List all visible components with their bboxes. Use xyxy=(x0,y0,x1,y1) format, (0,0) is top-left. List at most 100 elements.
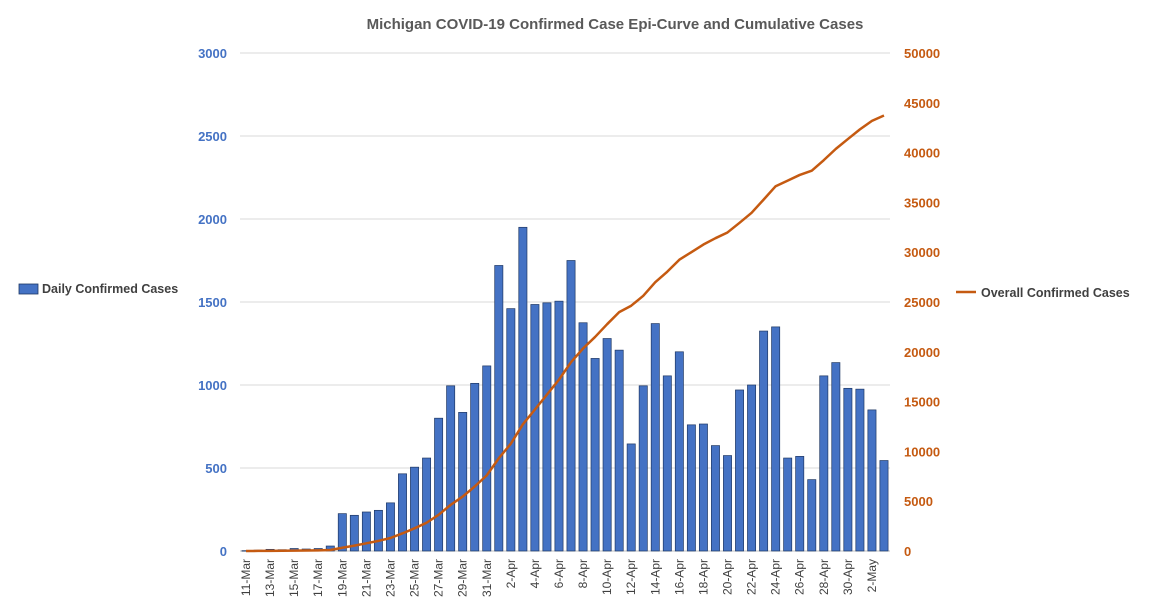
x-tick-label: 26-Apr xyxy=(793,559,807,595)
bar-31-Mar xyxy=(482,365,492,552)
bar-6-Apr xyxy=(554,300,564,552)
bar-30-Mar xyxy=(470,382,480,552)
bar-28-Apr xyxy=(819,375,829,552)
bar-12-Apr xyxy=(626,443,636,552)
y-right-tick-label: 45000 xyxy=(904,96,940,111)
bar-5-Apr xyxy=(542,302,552,552)
bar-26-Mar xyxy=(422,457,432,552)
legend-left: Daily Confirmed Cases xyxy=(18,282,178,296)
bar-23-Mar xyxy=(386,502,395,552)
legend-label-cumulative: Overall Confirmed Cases xyxy=(981,286,1130,300)
x-tick-label: 2-May xyxy=(865,559,879,592)
bar-4-Apr xyxy=(530,304,540,552)
legend-swatch-daily xyxy=(18,283,39,295)
bar-19-Apr xyxy=(711,445,720,552)
x-tick-label: 8-Apr xyxy=(576,559,590,588)
y-left-tick-label: 2500 xyxy=(198,129,227,144)
legend-right: Overall Confirmed Cases xyxy=(956,286,1130,300)
bar-28-Mar xyxy=(446,385,456,552)
x-tick-label: 29-Mar xyxy=(456,559,470,597)
y-right-tick-label: 0 xyxy=(904,544,911,559)
bar-series-daily xyxy=(241,226,889,552)
y-right-tick-label: 15000 xyxy=(904,395,940,410)
x-tick-label: 23-Mar xyxy=(383,559,397,597)
bar-10-Apr xyxy=(602,338,612,552)
bar-14-Apr xyxy=(650,323,660,552)
bar-1-May xyxy=(855,388,865,552)
y-left-tick-label: 1500 xyxy=(198,295,227,310)
bar-21-Mar xyxy=(361,511,371,552)
cumulative-line xyxy=(246,114,885,553)
bar-26-Apr xyxy=(795,456,805,552)
bar-29-Mar xyxy=(458,412,468,552)
bar-1-Apr xyxy=(494,265,504,552)
bar-3-Apr xyxy=(518,226,528,552)
x-tick-label: 22-Apr xyxy=(745,559,759,595)
x-axis: 11-Mar 13-Mar 15-Mar 17-Mar 19-Mar 21-Mar 23-M… xyxy=(239,559,879,597)
x-tick-label: 16-Apr xyxy=(672,559,686,595)
y-right-tick-label: 40000 xyxy=(904,146,940,161)
bar-21-Apr xyxy=(735,389,744,552)
x-tick-label: 27-Mar xyxy=(432,559,446,597)
bar-30-Apr xyxy=(843,387,853,552)
gridlines xyxy=(240,52,890,552)
bar-27-Apr xyxy=(807,479,817,552)
y-right-tick-label: 5000 xyxy=(904,494,933,509)
y-left-tick-label: 0 xyxy=(220,544,227,559)
x-tick-label: 24-Apr xyxy=(769,559,783,595)
x-tick-label: 10-Apr xyxy=(600,559,614,595)
x-tick-label: 11-Mar xyxy=(239,559,253,596)
legend-label-daily: Daily Confirmed Cases xyxy=(42,282,178,296)
x-tick-label: 12-Apr xyxy=(624,559,638,595)
y-left-tick-label: 3000 xyxy=(198,46,227,61)
x-tick-label: 6-Apr xyxy=(552,559,566,588)
bar-20-Mar xyxy=(349,514,359,552)
bar-24-Mar xyxy=(398,473,407,552)
bar-24-Apr xyxy=(771,326,781,552)
x-tick-label: 4-Apr xyxy=(528,559,542,588)
bar-19-Mar xyxy=(337,513,347,552)
bar-18-Apr xyxy=(698,423,708,552)
y-axis-right: 0 5000 10000 15000 20000 25000 30000 35000 40000… xyxy=(904,46,940,559)
bar-25-Mar xyxy=(410,466,419,552)
y-right-tick-label: 25000 xyxy=(904,295,940,310)
bar-7-Apr xyxy=(566,260,576,552)
x-tick-label: 21-Mar xyxy=(359,559,373,597)
bar-15-Apr xyxy=(662,375,672,552)
bar-22-Mar xyxy=(373,509,383,552)
y-right-tick-label: 20000 xyxy=(904,345,940,360)
bar-2-May xyxy=(867,409,877,552)
bar-16-Apr xyxy=(674,351,684,552)
y-left-tick-label: 1000 xyxy=(198,378,227,393)
bar-25-Apr xyxy=(783,457,793,552)
y-right-tick-label: 10000 xyxy=(904,444,940,459)
y-left-tick-label: 500 xyxy=(205,461,227,476)
x-tick-label: 19-Mar xyxy=(335,559,349,597)
x-tick-label: 30-Apr xyxy=(841,559,855,595)
bar-13-Apr xyxy=(638,385,648,552)
x-tick-label: 18-Apr xyxy=(696,559,710,595)
y-axis-left: 0 500 1000 1500 2000 2500 3000 xyxy=(198,46,227,559)
line-series-cumulative xyxy=(246,114,885,553)
x-tick-label: 15-Mar xyxy=(287,559,301,597)
x-tick-label: 25-Mar xyxy=(408,559,422,597)
x-tick-label: 28-Apr xyxy=(817,559,831,595)
bar-11-Apr xyxy=(614,349,624,552)
bar-22-Apr xyxy=(747,384,757,552)
bar-8-Apr xyxy=(578,322,588,552)
x-tick-label: 20-Apr xyxy=(721,559,735,595)
y-right-tick-label: 50000 xyxy=(904,46,940,61)
bar-9-Apr xyxy=(590,358,600,552)
chart-title: Michigan COVID-19 Confirmed Case Epi-Cur… xyxy=(367,16,864,33)
y-right-tick-label: 30000 xyxy=(904,245,940,260)
bar-3-May xyxy=(879,460,889,552)
x-tick-label: 2-Apr xyxy=(504,559,518,588)
bar-20-Apr xyxy=(723,455,732,552)
x-tick-label: 17-Mar xyxy=(311,559,325,597)
y-right-tick-label: 35000 xyxy=(904,195,940,210)
bar-27-Mar xyxy=(434,417,444,552)
bar-29-Apr xyxy=(831,362,841,552)
x-tick-label: 14-Apr xyxy=(648,559,662,595)
